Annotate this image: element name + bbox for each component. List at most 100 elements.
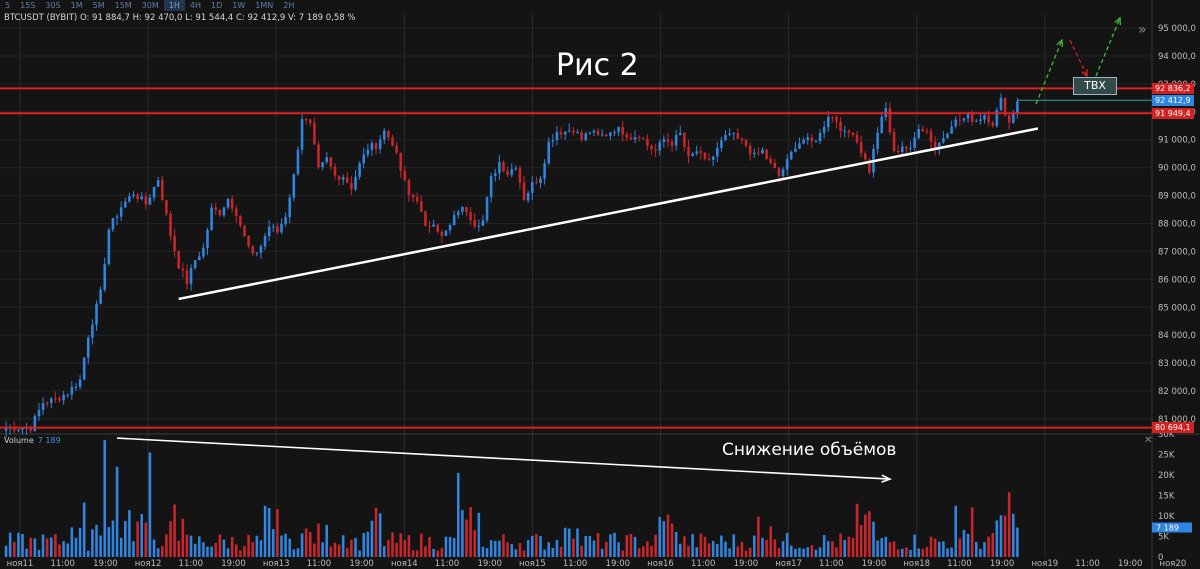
candle-body [206, 229, 209, 248]
volume-bar [547, 542, 550, 557]
volume-bar [827, 541, 830, 557]
timeframe-4h[interactable]: 4H [189, 1, 202, 10]
volume-bar [785, 532, 789, 557]
candle-body [152, 186, 156, 198]
candle-body [999, 97, 1003, 110]
volume-bar [193, 543, 197, 557]
volume-bar [66, 543, 69, 557]
candle-body [185, 270, 189, 285]
volume-bar [132, 541, 135, 557]
volume-bar [888, 542, 892, 557]
volume-bar [781, 541, 785, 557]
candle-body [674, 135, 678, 146]
candle-body [70, 386, 74, 395]
timeframe-2h[interactable]: 2H [283, 1, 295, 10]
volume-bar [605, 541, 608, 557]
x-tick-label: ноя12 [135, 559, 162, 569]
volume-bar [395, 542, 398, 557]
timeframe-1mn[interactable]: 1MN [255, 1, 274, 10]
timeframe-30m[interactable]: 30M [141, 1, 159, 10]
volume-bar [658, 517, 661, 557]
x-tick-label: 19:00 [221, 559, 246, 569]
volume-bar [847, 536, 851, 557]
volume-bar [859, 524, 863, 557]
close-icon[interactable]: ✕ [1144, 435, 1153, 446]
timeframe-30s[interactable]: 30S [45, 1, 61, 10]
volume-bar [300, 533, 304, 557]
candle-body [802, 139, 805, 144]
candle-body [942, 138, 945, 143]
volume-bar [732, 534, 735, 557]
volume-bar [99, 535, 102, 557]
volume-bar [942, 541, 945, 557]
candle-body [892, 132, 896, 152]
volume-bar [555, 539, 559, 557]
candle-body [107, 229, 111, 265]
candle-body [214, 207, 217, 210]
volume-bar [54, 533, 57, 557]
candle-body [230, 198, 234, 209]
candle-body [91, 324, 94, 338]
volume-bar [313, 543, 316, 557]
x-tick-label: ноя14 [391, 559, 418, 569]
volume-bar [559, 546, 563, 557]
candle-body [835, 117, 838, 122]
candle-body [243, 225, 246, 237]
volume-bar [267, 507, 271, 557]
volume-bar [420, 533, 423, 557]
timeframe-15m[interactable]: 15M [114, 1, 132, 10]
volume-bar [144, 522, 148, 557]
volume-bar [868, 511, 871, 557]
volume-bar [806, 547, 809, 557]
timeframe-1h[interactable]: 1H [163, 0, 185, 11]
candle-body [288, 197, 291, 217]
volume-bar [243, 546, 246, 557]
candle-body [806, 137, 809, 140]
candle-body [272, 226, 275, 228]
candle-body [325, 157, 328, 163]
volume-bar [387, 539, 390, 557]
volume-bar [272, 529, 275, 557]
x-tick-label: 19:00 [606, 559, 631, 569]
timeframe-5m[interactable]: 5M [92, 1, 105, 10]
volume-bar [189, 535, 193, 557]
candle-body [794, 148, 797, 152]
double-chevron-right-icon[interactable]: » [1138, 22, 1147, 38]
candle-body [983, 115, 986, 120]
y-tick-label: 82 000,0 [1158, 387, 1196, 397]
volume-bar [946, 548, 949, 557]
candle-body [818, 132, 822, 142]
candle-body [901, 146, 904, 152]
volume-bar [33, 538, 37, 557]
volume-bar [70, 527, 74, 557]
candle-body [193, 260, 197, 268]
volume-tick-label: 5K [1158, 533, 1169, 543]
candle-body [33, 416, 37, 431]
candle-body [629, 137, 633, 140]
volume-bar [518, 543, 522, 557]
volume-bar [880, 537, 883, 557]
timeframe-1d[interactable]: 1D [211, 1, 223, 10]
timeframe-5[interactable]: 5 [5, 1, 11, 10]
volume-bar [950, 547, 953, 557]
volume-bar [1016, 527, 1019, 557]
volume-bar [276, 509, 279, 557]
volume-bar [987, 536, 990, 557]
timeframe-15s[interactable]: 15S [20, 1, 36, 10]
volume-bar [469, 507, 472, 557]
volume-bar [650, 546, 653, 557]
volume-bar [411, 550, 415, 557]
x-tick-label: 11:00 [435, 559, 460, 569]
candle-body [165, 200, 168, 214]
volume-bar [111, 520, 115, 557]
candle-body [531, 182, 534, 193]
timeframe-1w[interactable]: 1W [232, 1, 246, 10]
candle-body [609, 132, 612, 136]
volume-bar [239, 550, 242, 557]
volume-bar [909, 549, 912, 557]
volume-bar [502, 534, 505, 557]
volume-bar [325, 524, 328, 557]
y-tick-label: 83 000,0 [1158, 359, 1196, 369]
timeframe-1m[interactable]: 1M [70, 1, 83, 10]
